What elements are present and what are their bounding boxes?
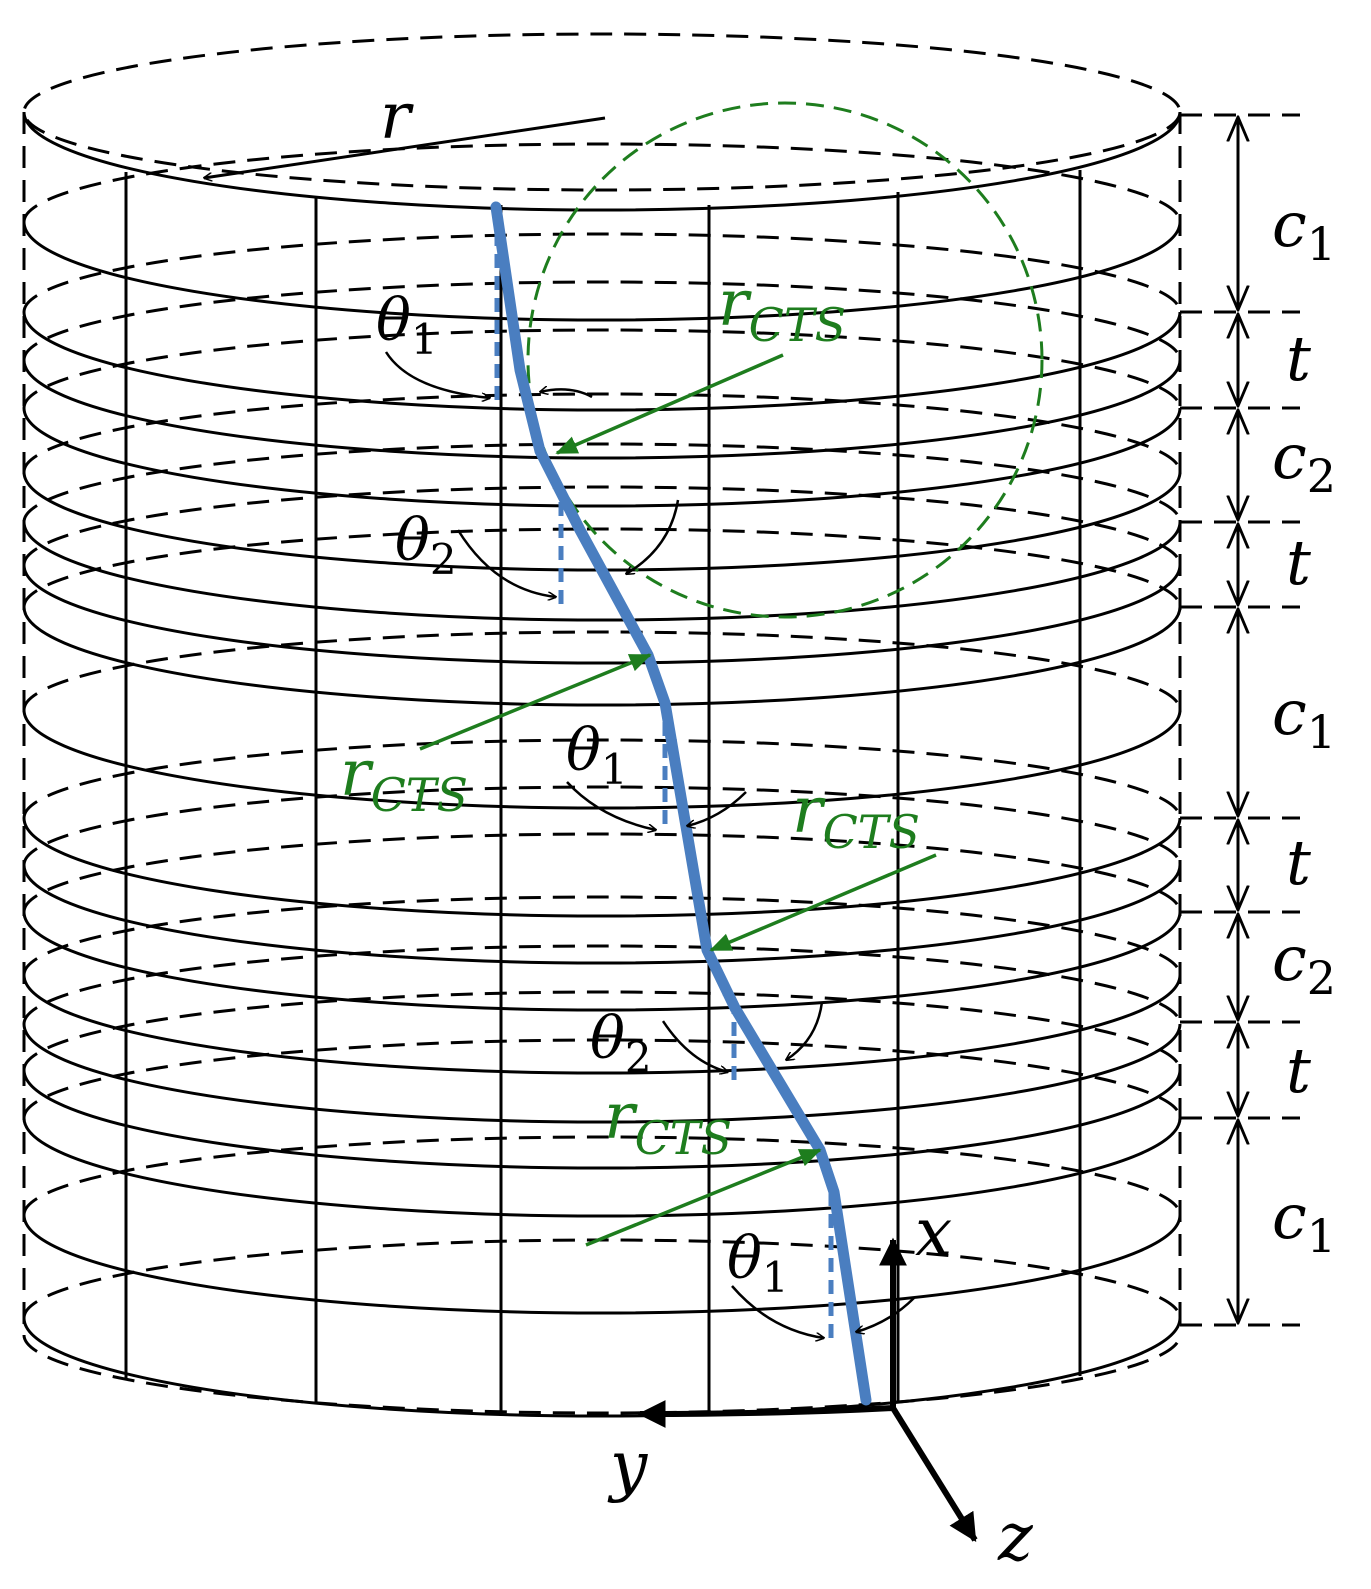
coordinate-axes: x y z (607, 1194, 1034, 1576)
dimension-labels: c1 t c2 t c1 t c2 t c1 (1272, 188, 1336, 1263)
dim-label-4: t (1286, 526, 1311, 599)
dim-label-3: c2 (1272, 420, 1336, 503)
y-axis-label: y (607, 1427, 648, 1504)
z-axis-arrow (893, 1408, 975, 1540)
dim-label-7: c2 (1272, 922, 1336, 1005)
angle-label-4: θ2 (590, 1004, 652, 1082)
rcts-label-2: rCTS (340, 737, 468, 822)
dim-label-9: c1 (1272, 1180, 1336, 1263)
angle-label-1: θ1 (376, 286, 438, 364)
cts-radius-circle (528, 103, 1042, 617)
angle-label-3: θ1 (566, 716, 628, 794)
angle-label-5: θ1 (727, 1224, 789, 1302)
radius-indicator: r (204, 80, 605, 178)
rcts-label-1: rCTS (718, 267, 846, 352)
dim-label-5: c1 (1272, 676, 1336, 759)
dim-label-1: c1 (1272, 188, 1336, 271)
dim-label-2: t (1286, 322, 1311, 395)
angle-label-2: θ2 (395, 506, 457, 584)
dim-label-6: t (1286, 826, 1311, 899)
cylinder-outline (24, 34, 1180, 1413)
rcts-label-4: rCTS (604, 1080, 732, 1165)
rcts-label-3: rCTS (792, 774, 920, 859)
radius-label: r (380, 80, 414, 154)
x-axis-label: x (915, 1194, 952, 1271)
dim-label-8: t (1286, 1034, 1311, 1107)
bottom-front-arc (24, 1335, 1180, 1413)
z-axis-label: z (997, 1499, 1034, 1576)
